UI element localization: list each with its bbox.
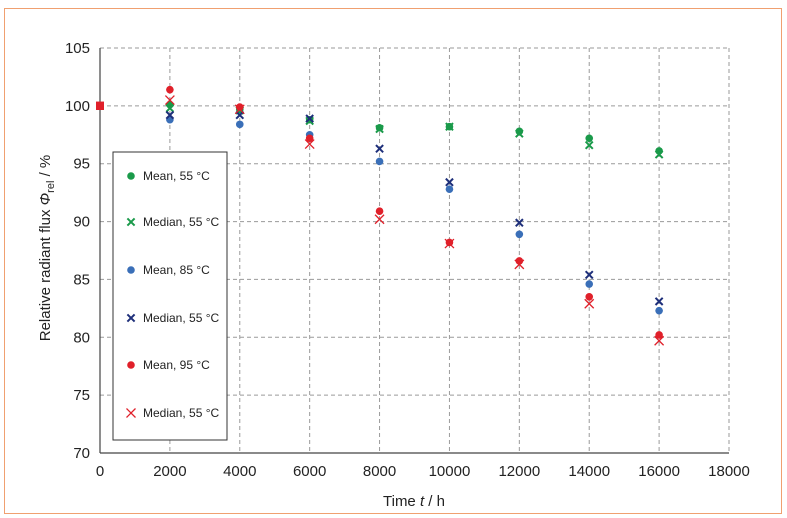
data-point: [445, 238, 454, 247]
data-point: [654, 335, 665, 346]
data-point: [445, 122, 454, 131]
legend-label: Mean, 55 °C: [143, 169, 210, 183]
x-tick-label: 4000: [223, 463, 256, 480]
x-tick-label: 12000: [498, 463, 540, 480]
legend-marker: [126, 313, 136, 323]
series-6: [96, 95, 665, 346]
data-point: [375, 144, 384, 153]
data-point: [584, 270, 594, 280]
data-point: [445, 177, 454, 187]
data-point: [165, 110, 175, 120]
x-tick-label: 8000: [363, 463, 396, 480]
data-point: [165, 103, 175, 113]
data-point: [655, 331, 663, 339]
axes: [99, 48, 729, 454]
data-point: [584, 298, 595, 309]
x-tick-label: 10000: [429, 463, 471, 480]
data-point: [515, 218, 524, 228]
data-point: [654, 297, 664, 306]
series-4: [96, 101, 664, 306]
legend-marker: [127, 172, 135, 180]
data-point: [166, 85, 174, 94]
data-point: [375, 207, 384, 215]
y-axis-title: Relative radiant flux Φrel / %: [37, 155, 57, 342]
legend-box: [112, 151, 228, 441]
data-points: [96, 85, 665, 346]
legend-label: Mean, 85 °C: [143, 263, 210, 277]
data-point: [96, 101, 104, 110]
data-point: [234, 104, 245, 115]
x-axis-title: Time t / h: [383, 493, 445, 510]
data-point: [305, 114, 314, 123]
y-tick-labels: 70 75 80 85 90 95 100 105: [65, 40, 90, 462]
data-point: [305, 134, 314, 143]
x-tick-label: 6000: [293, 463, 326, 480]
data-point: [304, 139, 315, 150]
x-tick-label: 2000: [153, 463, 186, 480]
data-point: [305, 116, 314, 126]
legend: Mean, 55 °C Median, 55 °C Mean, 85 °C Media…: [112, 151, 228, 441]
data-point: [584, 140, 594, 150]
x-tick-labels: 0 2000 4000 6000 8000 10000 12000 14000 16000 180…: [96, 463, 750, 480]
legend-marker: [127, 361, 135, 369]
data-point: [235, 110, 245, 120]
x-tick-label: 18000: [708, 463, 750, 480]
data-point: [515, 230, 524, 239]
legend-marker: [126, 408, 136, 418]
data-point: [445, 185, 454, 193]
data-point: [375, 124, 384, 134]
x-tick-label: 0: [96, 463, 104, 480]
data-point: [375, 157, 384, 166]
data-point: [515, 127, 524, 136]
legend-marker: [127, 266, 135, 274]
data-point: [374, 214, 385, 225]
legend-marker: [126, 217, 136, 227]
data-point: [235, 120, 244, 129]
data-point: [444, 238, 455, 249]
y-tick-label: 80: [73, 329, 90, 346]
figure-frame: [4, 8, 782, 514]
x-tick-label: 16000: [638, 463, 680, 480]
data-point: [585, 292, 594, 301]
data-point: [514, 259, 525, 270]
y-tick-label: 95: [73, 156, 90, 173]
legend-label: Median, 55 °C: [143, 215, 220, 229]
data-point: [164, 95, 175, 106]
y-tick-label: 105: [65, 40, 90, 57]
data-point: [655, 306, 663, 315]
data-point: [515, 129, 524, 138]
legend-label: Mean, 95 °C: [143, 358, 210, 372]
data-point: [235, 103, 244, 111]
legend-label: Median, 55 °C: [143, 406, 220, 420]
data-point: [585, 280, 594, 288]
y-tick-label: 90: [73, 214, 90, 231]
legend-label: Median, 55 °C: [143, 311, 220, 325]
x-tick-label: 14000: [568, 463, 610, 480]
y-tick-label: 100: [65, 98, 90, 115]
y-tick-label: 70: [73, 445, 90, 462]
data-point: [585, 134, 594, 143]
y-tick-label: 75: [73, 387, 90, 404]
data-point: [654, 150, 664, 159]
y-tick-label: 85: [73, 271, 90, 288]
